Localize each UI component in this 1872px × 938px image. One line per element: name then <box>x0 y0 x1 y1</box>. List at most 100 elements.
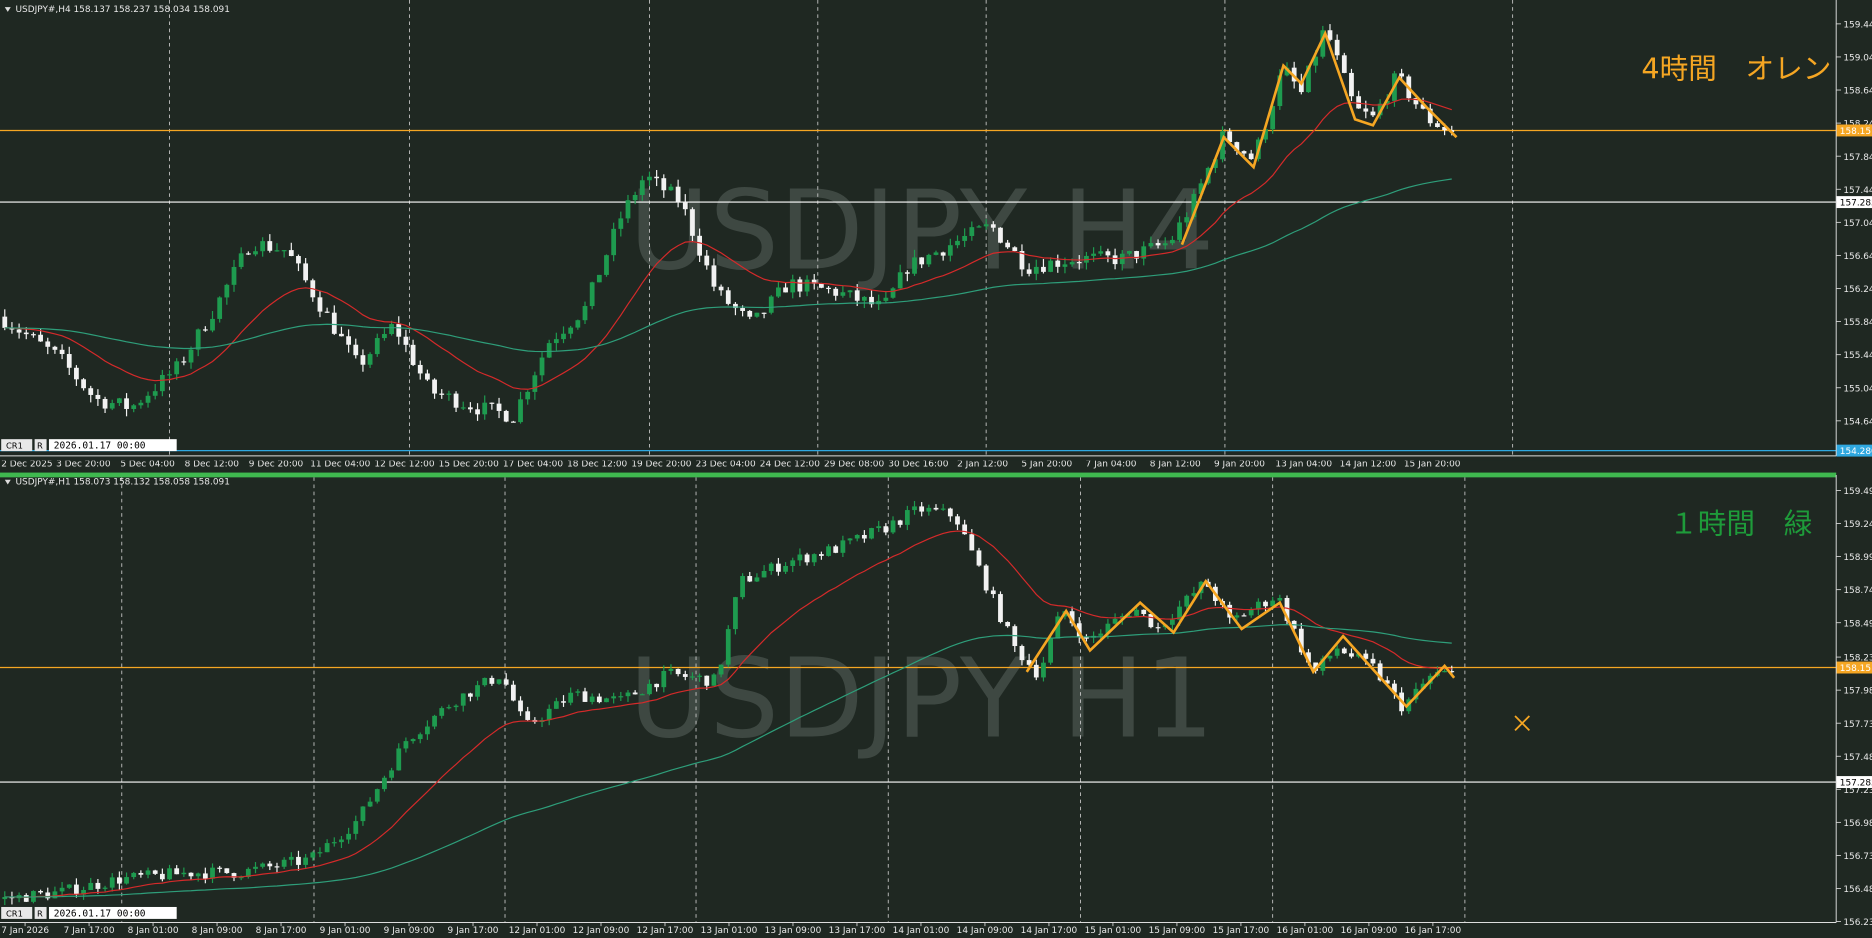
candle-body <box>682 201 688 210</box>
candle-body <box>776 287 781 297</box>
candle-body <box>897 272 903 289</box>
candle-body <box>1005 621 1011 627</box>
candle-body <box>546 343 552 358</box>
level-label: 158.151 <box>1840 127 1872 137</box>
candle-body <box>389 770 394 778</box>
candle-body <box>410 344 416 365</box>
collapse-icon[interactable] <box>4 479 11 485</box>
candle-body <box>231 873 237 878</box>
candle-body <box>188 872 194 877</box>
candle-body <box>618 218 624 229</box>
candle-body <box>145 395 151 403</box>
candle-body <box>1270 600 1276 607</box>
price-label: 155.440 <box>1843 351 1872 361</box>
candle-body <box>403 741 409 749</box>
moving-average <box>4 624 1452 898</box>
candle-body <box>281 250 287 252</box>
candle-body <box>382 333 387 339</box>
candle-body <box>460 693 466 706</box>
time-label: 7 Jan 2026 <box>1 926 49 936</box>
candle-body <box>303 857 309 865</box>
candle-body <box>1313 662 1319 671</box>
candle-body <box>532 375 538 392</box>
candle-body <box>382 777 387 790</box>
candle-body <box>919 506 925 512</box>
candle-body <box>912 257 917 274</box>
price-label: 156.480 <box>1843 885 1872 895</box>
tag-box <box>34 439 47 452</box>
moving-average <box>4 530 1452 899</box>
tag: R <box>37 441 43 451</box>
candle-body <box>296 856 301 865</box>
candle-body <box>1134 251 1139 259</box>
time-label: 12 Jan 01:00 <box>509 926 566 936</box>
candle-body <box>998 227 1003 243</box>
date-box <box>48 439 177 452</box>
candle-body <box>962 235 968 241</box>
candle-body <box>1091 253 1096 256</box>
candle-body <box>568 327 574 334</box>
candle-body <box>324 311 330 313</box>
candle-body <box>1306 65 1311 93</box>
candle-body <box>1363 653 1369 659</box>
candle-body <box>639 694 645 696</box>
candle-body <box>1127 251 1132 254</box>
price-label: 157.730 <box>1843 720 1872 730</box>
price-label: 157.440 <box>1843 186 1872 196</box>
candle-body <box>253 866 258 869</box>
candle-body <box>1227 131 1233 143</box>
candle-body <box>1041 266 1046 272</box>
price-label: 154.640 <box>1843 417 1872 427</box>
candle-body <box>446 393 452 395</box>
candle-body <box>1241 615 1247 617</box>
candle-body <box>1198 183 1204 194</box>
candle-body <box>16 329 22 333</box>
candle-body <box>468 693 473 697</box>
time-label: 15 Dec 20:00 <box>439 460 499 470</box>
candle-body <box>776 563 781 572</box>
time-label: 5 Jan 20:00 <box>1021 460 1072 470</box>
candle-body <box>1349 72 1354 97</box>
candle-body <box>167 374 172 376</box>
candle-body <box>639 180 645 195</box>
candle-body <box>539 357 545 376</box>
candle-body <box>740 308 745 311</box>
collapse-icon[interactable] <box>4 7 11 12</box>
candle-body <box>296 256 301 264</box>
candle-body <box>310 852 316 858</box>
candle-body <box>360 355 366 365</box>
candle-body <box>697 235 702 256</box>
candle-body <box>1098 251 1104 254</box>
candle-body <box>804 279 810 292</box>
candle-body <box>1234 142 1240 152</box>
candle-body <box>1420 683 1426 689</box>
candle-body <box>740 576 745 598</box>
candle-body <box>1112 255 1118 265</box>
candle-body <box>1055 260 1061 267</box>
candle-body <box>697 675 702 677</box>
candle-body <box>725 629 731 665</box>
candle-body <box>983 565 989 591</box>
price-label: 156.230 <box>1843 918 1872 928</box>
candle-body <box>353 821 359 834</box>
candle-body <box>23 895 29 902</box>
candle-body <box>647 683 652 695</box>
candle-body <box>711 674 717 686</box>
candle-body <box>990 590 996 595</box>
time-label: 16 Jan 01:00 <box>1277 926 1334 936</box>
candle-body <box>661 670 667 688</box>
time-label: 15 Jan 09:00 <box>1149 926 1206 936</box>
candle-body <box>704 255 710 266</box>
candle-body <box>661 178 667 191</box>
candle-body <box>955 240 960 246</box>
candle-body <box>432 715 437 727</box>
price-label: 158.740 <box>1843 586 1872 596</box>
time-label: 18 Dec 12:00 <box>567 460 627 470</box>
candle-body <box>969 227 975 236</box>
candle-body <box>245 253 251 255</box>
candle-body <box>303 263 309 281</box>
level-tag <box>1836 444 1872 457</box>
time-label: 14 Jan 01:00 <box>893 926 950 936</box>
candle-body <box>790 279 796 293</box>
candle-body <box>1220 131 1225 160</box>
